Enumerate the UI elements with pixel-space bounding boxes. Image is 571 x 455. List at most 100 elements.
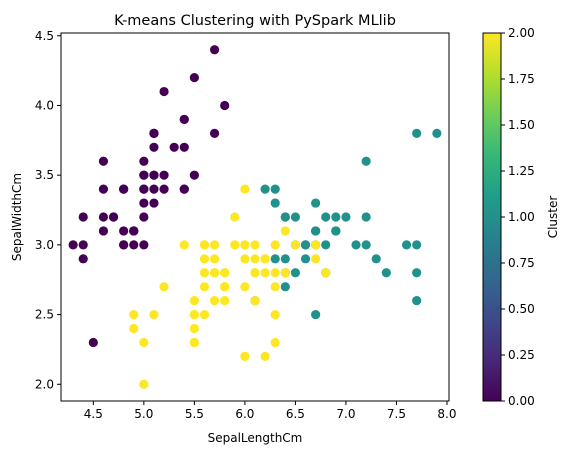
x-tick-label: 5.5 xyxy=(185,407,204,421)
data-point xyxy=(290,268,301,278)
colorbar-tick-label: 0.50 xyxy=(508,302,535,316)
data-point xyxy=(139,156,149,166)
data-point xyxy=(270,254,280,264)
data-point xyxy=(311,198,321,208)
data-point xyxy=(209,240,220,250)
data-point xyxy=(381,268,391,278)
data-point xyxy=(179,184,189,194)
colorbar-label: Cluster xyxy=(546,196,560,239)
data-point xyxy=(78,212,88,222)
x-tick-label: 7.0 xyxy=(336,407,355,421)
x-tick-label: 5.0 xyxy=(134,407,153,421)
data-point xyxy=(189,323,199,334)
data-point xyxy=(149,142,159,152)
data-point xyxy=(220,100,230,111)
data-point xyxy=(230,212,240,222)
data-point xyxy=(189,296,199,306)
data-point xyxy=(108,212,119,222)
plot-points xyxy=(68,45,442,389)
data-point xyxy=(139,337,149,348)
colorbar-tick-label: 0.00 xyxy=(508,394,535,408)
data-point xyxy=(220,268,230,278)
data-point xyxy=(78,240,88,250)
data-point xyxy=(280,282,290,292)
data-point xyxy=(149,198,159,208)
data-point xyxy=(209,268,220,278)
data-point xyxy=(270,240,280,250)
y-tick-label: 4.0 xyxy=(35,98,54,112)
data-point xyxy=(129,323,139,334)
data-point xyxy=(119,184,129,194)
data-point xyxy=(240,184,250,194)
data-point xyxy=(412,296,422,306)
data-point xyxy=(270,309,280,320)
data-point xyxy=(199,309,210,320)
data-point xyxy=(169,142,179,152)
data-point xyxy=(98,226,109,236)
data-point xyxy=(321,240,331,250)
data-point xyxy=(361,212,371,222)
data-point xyxy=(189,309,199,320)
data-point xyxy=(159,282,169,292)
data-point xyxy=(199,268,210,278)
data-point xyxy=(139,170,149,180)
x-tick-label: 6.0 xyxy=(235,407,254,421)
colorbar-tick-label: 0.25 xyxy=(508,348,535,362)
data-point xyxy=(139,198,149,208)
data-point xyxy=(149,170,159,180)
colorbar-tick-label: 2.00 xyxy=(508,26,535,40)
data-point xyxy=(311,254,321,264)
x-tick-label: 7.5 xyxy=(387,407,406,421)
x-tick-label: 8.0 xyxy=(437,407,456,421)
colorbar-tick-label: 1.25 xyxy=(508,164,535,178)
data-point xyxy=(209,296,220,306)
data-point xyxy=(98,156,109,166)
data-point xyxy=(412,268,422,278)
colorbar-tick-label: 1.50 xyxy=(508,118,535,132)
data-point xyxy=(260,268,270,278)
data-point xyxy=(149,184,159,194)
data-point xyxy=(412,128,422,138)
data-point xyxy=(209,254,220,264)
colorbar xyxy=(482,32,502,402)
data-point xyxy=(432,128,442,138)
data-point xyxy=(179,114,189,125)
data-point xyxy=(250,240,260,250)
data-point xyxy=(280,268,290,278)
x-axis-label: SepalLengthCm xyxy=(208,431,303,445)
data-point xyxy=(199,254,210,264)
data-point xyxy=(159,170,169,180)
chart-title: K-means Clustering with PySpark MLlib xyxy=(114,13,396,29)
data-point xyxy=(351,240,361,250)
data-point xyxy=(412,240,422,250)
data-point xyxy=(240,282,250,292)
colorbar-tick-label: 1.00 xyxy=(508,210,535,224)
data-point xyxy=(311,309,321,320)
data-point xyxy=(240,240,250,250)
y-tick-label: 4.5 xyxy=(35,29,54,43)
data-point xyxy=(98,184,109,194)
data-point xyxy=(300,254,311,264)
data-point xyxy=(290,240,301,250)
y-tick-label: 3.5 xyxy=(35,168,54,182)
data-point xyxy=(321,268,331,278)
data-point xyxy=(189,73,199,83)
y-tick-label: 2.5 xyxy=(35,308,54,322)
data-point xyxy=(401,240,412,250)
data-point xyxy=(260,184,270,194)
y-axis: 2.0 2.5 3.0 3.5 4.0 4.5 xyxy=(35,29,61,391)
data-point xyxy=(240,254,250,264)
data-point xyxy=(331,212,341,222)
x-tick-label: 4.5 xyxy=(84,407,103,421)
data-point xyxy=(361,240,371,250)
data-point xyxy=(149,128,159,138)
data-point xyxy=(98,212,109,222)
data-point xyxy=(290,212,301,222)
data-point xyxy=(331,226,341,236)
data-point xyxy=(280,212,290,222)
data-point xyxy=(209,45,220,55)
data-point xyxy=(220,282,230,292)
plot-frame xyxy=(60,32,450,402)
data-point xyxy=(321,212,331,222)
data-point xyxy=(270,282,280,292)
